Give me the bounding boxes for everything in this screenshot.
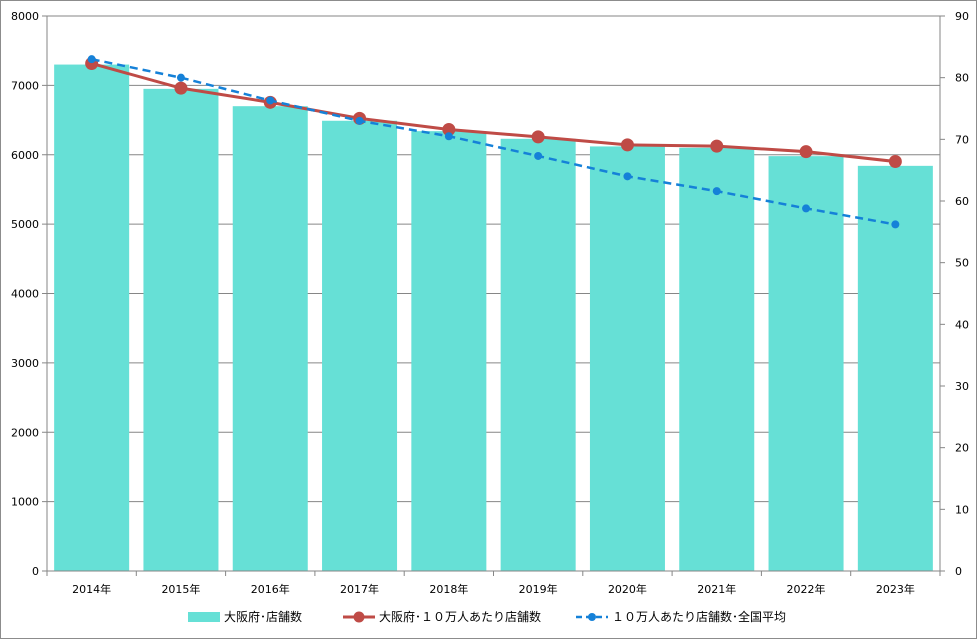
bar: [322, 120, 398, 571]
left-tick-label: 4000: [11, 288, 39, 301]
left-tick-label: 7000: [11, 79, 39, 92]
left-tick-label: 0: [32, 565, 39, 578]
x-tick-label: 2023年: [876, 582, 915, 596]
right-tick-label: 30: [955, 380, 969, 393]
data-point: [534, 151, 543, 160]
data-point: [174, 81, 188, 95]
bar: [143, 88, 219, 571]
bar: [232, 106, 308, 571]
x-tick-label: 2021年: [697, 582, 736, 596]
legend-label: 大阪府･１０万人あたり店舗数: [379, 609, 541, 624]
left-tick-label: 1000: [11, 496, 39, 509]
x-tick-label: 2022年: [787, 582, 826, 596]
right-tick-label: 60: [955, 195, 969, 208]
bar-series: [54, 64, 933, 572]
right-tick-label: 40: [955, 318, 969, 331]
axes: 0 1000 2000 3000 4000 5000 6000 7000 8000 0 10 20 30…: [11, 10, 969, 596]
data-point: [176, 73, 185, 82]
data-point: [355, 116, 364, 125]
right-tick-label: 90: [955, 10, 969, 23]
left-tick-label: 8000: [11, 10, 39, 23]
left-tick-label: 6000: [11, 149, 39, 162]
dashed-series-line: [91, 57, 896, 226]
data-point: [802, 204, 811, 213]
data-point: [620, 138, 634, 152]
right-tick-label: 20: [955, 442, 969, 455]
legend-swatch-marker: [353, 611, 365, 623]
legend-swatch-marker: [588, 613, 596, 621]
line-series: [85, 55, 902, 229]
x-tick-label: 2017年: [340, 582, 379, 596]
data-point: [710, 139, 724, 153]
right-tick-label: 70: [955, 133, 969, 146]
data-point: [623, 172, 632, 181]
bar: [500, 138, 576, 571]
data-point: [891, 220, 900, 229]
data-point: [266, 96, 275, 105]
right-tick-label: 80: [955, 72, 969, 85]
left-tick-label: 2000: [11, 426, 39, 439]
data-point: [87, 55, 96, 64]
data-point: [444, 132, 453, 141]
bar: [679, 147, 755, 571]
x-tick-label: 2016年: [251, 582, 290, 596]
bar: [411, 131, 487, 571]
bar: [589, 146, 665, 572]
x-tick-label: 2018年: [429, 582, 468, 596]
right-tick-label: 10: [955, 503, 969, 516]
legend-label: 大阪府･店舗数: [224, 609, 302, 624]
x-tick-label: 2020年: [608, 582, 647, 596]
data-point: [799, 145, 813, 159]
right-tick-label: 0: [955, 565, 962, 578]
data-point: [888, 155, 902, 169]
bar: [54, 64, 130, 571]
left-tick-label: 3000: [11, 357, 39, 370]
left-tick-label: 5000: [11, 218, 39, 231]
legend: 大阪府･店舗数 大阪府･１０万人あたり店舗数 １０万人あたり店舗数･全国平均: [188, 609, 786, 624]
data-point: [712, 187, 721, 196]
data-point: [442, 122, 456, 136]
x-tick-label: 2015年: [161, 582, 200, 596]
legend-label: １０万人あたり店舗数･全国平均: [612, 609, 786, 624]
bar: [768, 156, 844, 571]
x-tick-label: 2019年: [519, 582, 558, 596]
series-line: [91, 62, 896, 164]
data-point: [531, 130, 545, 144]
bar: [857, 165, 933, 571]
legend-swatch-bar: [188, 612, 220, 622]
right-tick-label: 50: [955, 257, 969, 270]
x-tick-label: 2014年: [72, 582, 111, 596]
